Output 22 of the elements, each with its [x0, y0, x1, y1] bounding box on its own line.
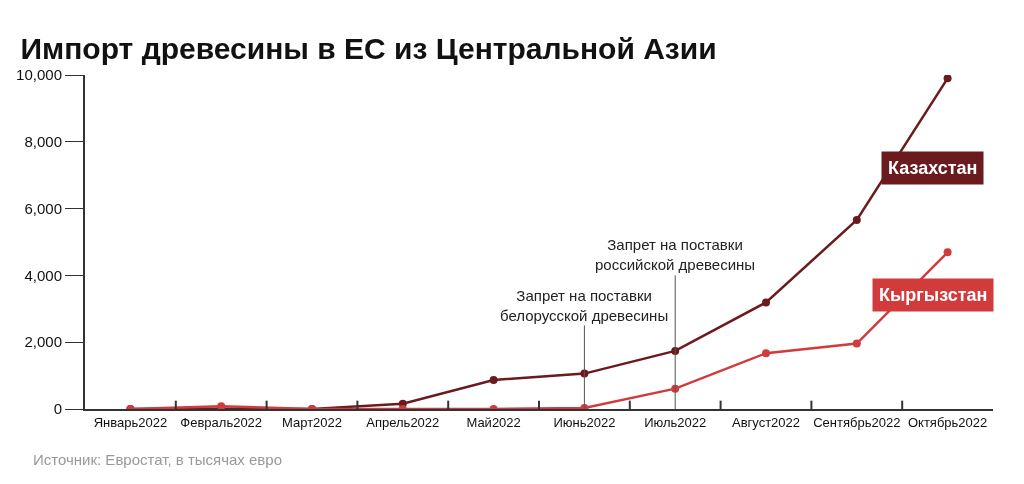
x-tick-label: Январь2022	[93, 414, 168, 430]
x-tick-label: Март2022	[281, 414, 343, 430]
chart-title: Импорт древесины в ЕС из Центральной Азии	[20, 31, 717, 65]
text: Источник: Евростат, в тысячах евро	[33, 451, 283, 468]
ref-line-label: Запрет на поставки российской древесины	[595, 236, 756, 273]
x-tick-label: Май2022	[466, 414, 521, 430]
x-tick-label: Август2022	[731, 414, 801, 430]
x-tick-label: Февраль2022	[180, 414, 263, 430]
x-tick-label: Июнь2022	[553, 414, 616, 430]
x-tick-label: Сентябрь2022	[813, 414, 901, 430]
x-tick-label: Апрель2022	[366, 414, 440, 430]
y-tick-label: 4,000	[24, 266, 62, 284]
x-tick-label: Октябрь2022	[907, 414, 988, 430]
y-tick-label: 6,000	[24, 199, 62, 217]
ref-line-label: Запрет на поставки белорусской древесины	[500, 287, 669, 324]
x-tick-label: Июль2022	[644, 414, 707, 430]
y-tick-label: 0	[53, 400, 62, 418]
y-tick-label: 2,000	[24, 333, 62, 351]
series-label: Кыргызстан	[879, 285, 988, 305]
y-tick-label: 10,000	[16, 66, 62, 84]
y-tick-label: 8,000	[24, 133, 62, 151]
series-label: Казахстан	[888, 158, 978, 178]
